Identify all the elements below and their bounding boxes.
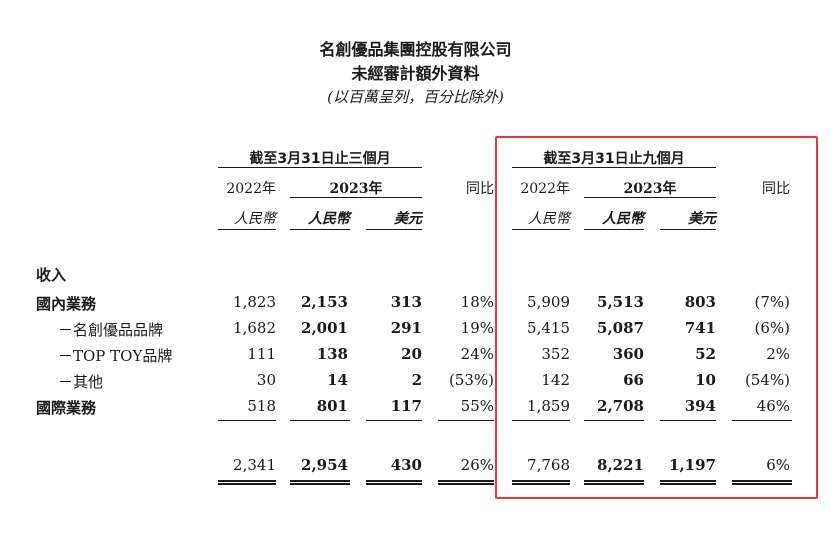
q-2023-rmb-cell: 801 <box>316 397 348 415</box>
n-2022-header: 2022年 <box>520 181 570 197</box>
q-yoy-cell: 18% <box>460 293 494 311</box>
q-usd-header-rule <box>366 229 422 230</box>
q-rmb-header-rule <box>290 229 350 230</box>
q-2023-header: 2023年 <box>329 181 383 197</box>
total-double-rule <box>732 480 792 485</box>
subtotal-rule <box>732 420 792 421</box>
q-2023-usd-cell: 117 <box>390 397 422 415</box>
n-2022-total: 7,768 <box>527 456 570 474</box>
n-2023-usd-total: 1,197 <box>669 456 716 474</box>
q-2023-usd-cell: 20 <box>401 345 422 363</box>
q-2023-rmb-cell: 2,001 <box>301 319 348 337</box>
q-2023-usd-cell: 291 <box>390 319 422 337</box>
subtotal-rule <box>290 420 350 421</box>
q-2022-cell: 518 <box>247 397 276 415</box>
n-2023-underline <box>584 197 716 198</box>
nine-months-underline <box>512 167 716 168</box>
total-double-rule <box>512 480 570 485</box>
q-2023-usd-cell: 2 <box>411 371 422 389</box>
q-2023-underline <box>290 197 422 198</box>
n-yoy-cell: 46% <box>756 397 790 415</box>
q-2022-header-rule <box>218 229 276 230</box>
n-2022-cell: 5,909 <box>527 293 570 311</box>
q-2023-rmb-cell: 14 <box>327 371 348 389</box>
n-2023-usd-cell: 741 <box>684 319 716 337</box>
subtotal-rule <box>584 420 644 421</box>
n-2022-cell: 1,859 <box>527 397 570 415</box>
q-2023-rmb-total: 2,954 <box>301 456 348 474</box>
n-yoy-header: 同比 <box>762 181 790 197</box>
nine-months-highlight-box <box>495 136 818 499</box>
n-2023-usd-currency: 美元 <box>688 211 716 227</box>
row-label: －其他 <box>58 373 104 391</box>
q-2023-usd-total: 430 <box>390 456 422 474</box>
n-yoy-cell: 2% <box>766 345 790 363</box>
q-2022-total: 2,341 <box>233 456 276 474</box>
q-yoy-cell: 55% <box>460 397 494 415</box>
row-label: －TOP TOY品牌 <box>58 347 173 365</box>
q-2022-cell: 111 <box>247 345 276 363</box>
subtotal-rule <box>660 420 716 421</box>
nine-months-header: 截至3月31日止九個月 <box>543 151 685 167</box>
document-title: 未經審計額外資料 <box>351 64 480 83</box>
total-double-rule <box>366 480 422 485</box>
n-2023-rmb-cell: 66 <box>623 371 644 389</box>
n-2022-header-rule <box>512 229 570 230</box>
n-2022-cell: 142 <box>541 371 570 389</box>
revenue-section-label: 收入 <box>36 266 67 284</box>
n-yoy-cell: (7%) <box>754 293 790 311</box>
row-label: 國內業務 <box>36 295 97 313</box>
total-double-rule <box>660 480 716 485</box>
n-2023-header: 2023年 <box>623 181 677 197</box>
subtotal-rule <box>218 420 276 421</box>
q-2023-rmb-currency: 人民幣 <box>308 211 350 227</box>
q-2023-rmb-cell: 138 <box>316 345 348 363</box>
n-2023-usd-cell: 394 <box>684 397 716 415</box>
total-double-rule <box>438 480 494 485</box>
q-2023-usd-currency: 美元 <box>394 211 422 227</box>
subtotal-rule <box>366 420 422 421</box>
q-yoy-cell: 19% <box>460 319 494 337</box>
three-months-underline <box>218 167 422 168</box>
q-2022-currency: 人民幣 <box>234 211 276 227</box>
n-2023-usd-cell: 10 <box>695 371 716 389</box>
q-yoy-total: 26% <box>460 456 494 474</box>
q-yoy-header: 同比 <box>466 181 494 197</box>
n-2022-currency: 人民幣 <box>528 211 570 227</box>
total-double-rule <box>290 480 350 485</box>
q-yoy-cell: (53%) <box>448 371 494 389</box>
row-label: －名創優品品牌 <box>58 321 164 339</box>
n-2022-cell: 352 <box>541 345 570 363</box>
n-rmb-header-rule <box>584 229 644 230</box>
n-2023-rmb-cell: 5,513 <box>597 293 644 311</box>
total-double-rule <box>218 480 276 485</box>
n-2023-usd-cell: 803 <box>684 293 716 311</box>
unit-note: (以百萬呈列，百分比除外) <box>327 88 504 106</box>
q-2022-cell: 30 <box>256 371 276 389</box>
company-name: 名創優品集團控股有限公司 <box>319 40 512 59</box>
n-yoy-total: 6% <box>766 456 790 474</box>
q-2022-cell: 1,823 <box>233 293 276 311</box>
n-usd-header-rule <box>660 229 716 230</box>
three-months-header: 截至3月31日止三個月 <box>249 151 391 167</box>
n-2023-rmb-currency: 人民幣 <box>602 211 644 227</box>
n-2023-rmb-cell: 2,708 <box>597 397 644 415</box>
subtotal-rule <box>438 420 494 421</box>
q-2022-cell: 1,682 <box>233 319 276 337</box>
n-2023-rmb-total: 8,221 <box>597 456 644 474</box>
q-2022-header: 2022年 <box>226 181 276 197</box>
n-2023-usd-cell: 52 <box>695 345 716 363</box>
n-yoy-cell: (54%) <box>744 371 790 389</box>
subtotal-rule <box>512 420 570 421</box>
total-double-rule <box>584 480 644 485</box>
q-2023-rmb-cell: 2,153 <box>301 293 348 311</box>
q-yoy-cell: 24% <box>460 345 494 363</box>
n-2023-rmb-cell: 360 <box>612 345 644 363</box>
q-2023-usd-cell: 313 <box>390 293 422 311</box>
row-label: 國際業務 <box>36 399 97 417</box>
n-2023-rmb-cell: 5,087 <box>597 319 644 337</box>
n-yoy-cell: (6%) <box>754 319 790 337</box>
n-2022-cell: 5,415 <box>527 319 570 337</box>
